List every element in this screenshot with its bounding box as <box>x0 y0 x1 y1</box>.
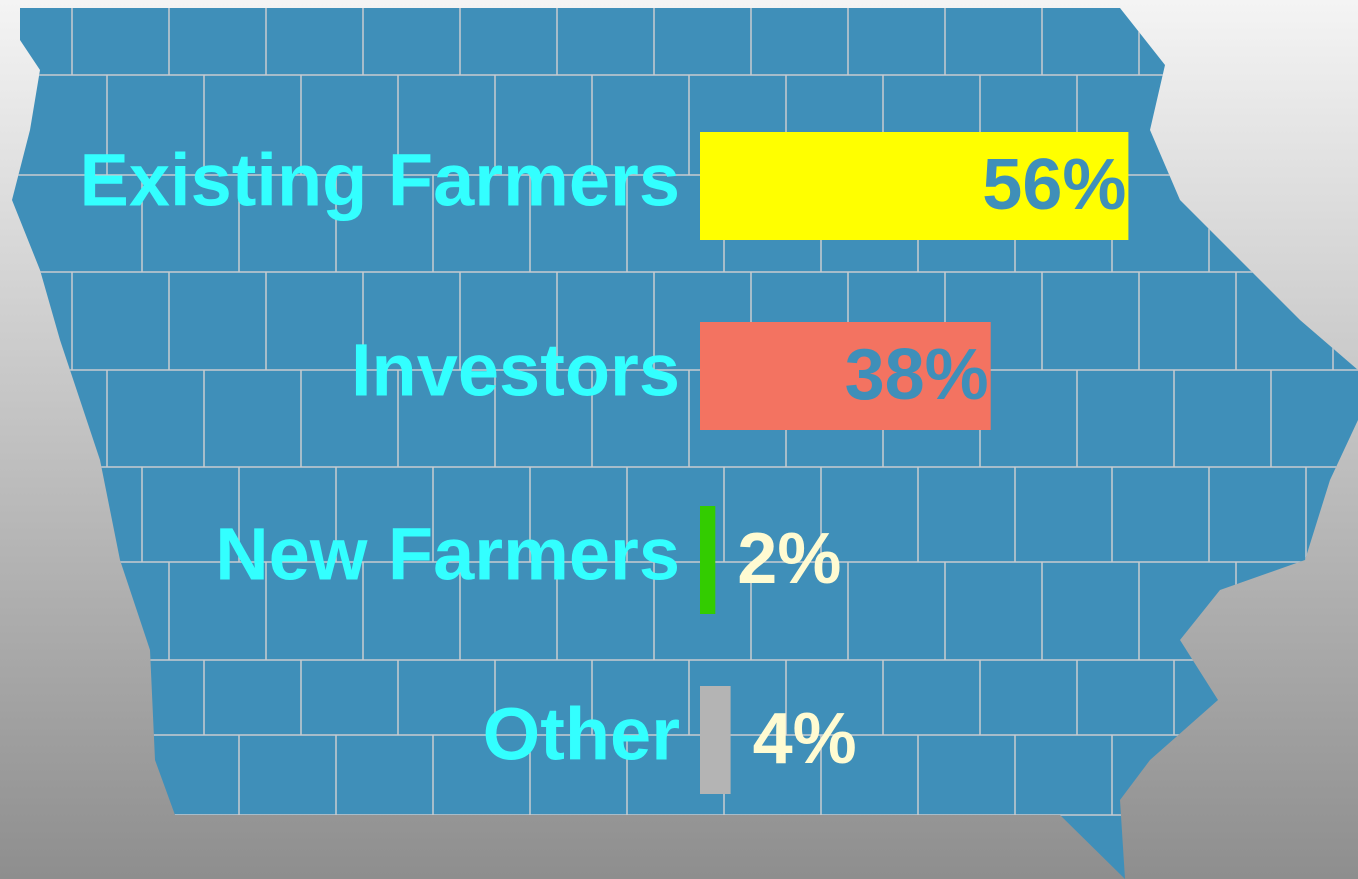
category-label: Existing Farmers <box>80 139 680 222</box>
value-label: 2% <box>737 519 841 599</box>
value-label: 56% <box>982 145 1126 225</box>
value-label: 4% <box>753 699 857 779</box>
bar <box>700 686 731 794</box>
category-label: Other <box>483 693 680 776</box>
bar <box>700 132 1129 240</box>
bar <box>700 506 716 614</box>
category-label: New Farmers <box>215 513 680 596</box>
category-label: Investors <box>351 329 680 412</box>
bar <box>700 322 991 430</box>
value-label: 38% <box>845 335 989 415</box>
